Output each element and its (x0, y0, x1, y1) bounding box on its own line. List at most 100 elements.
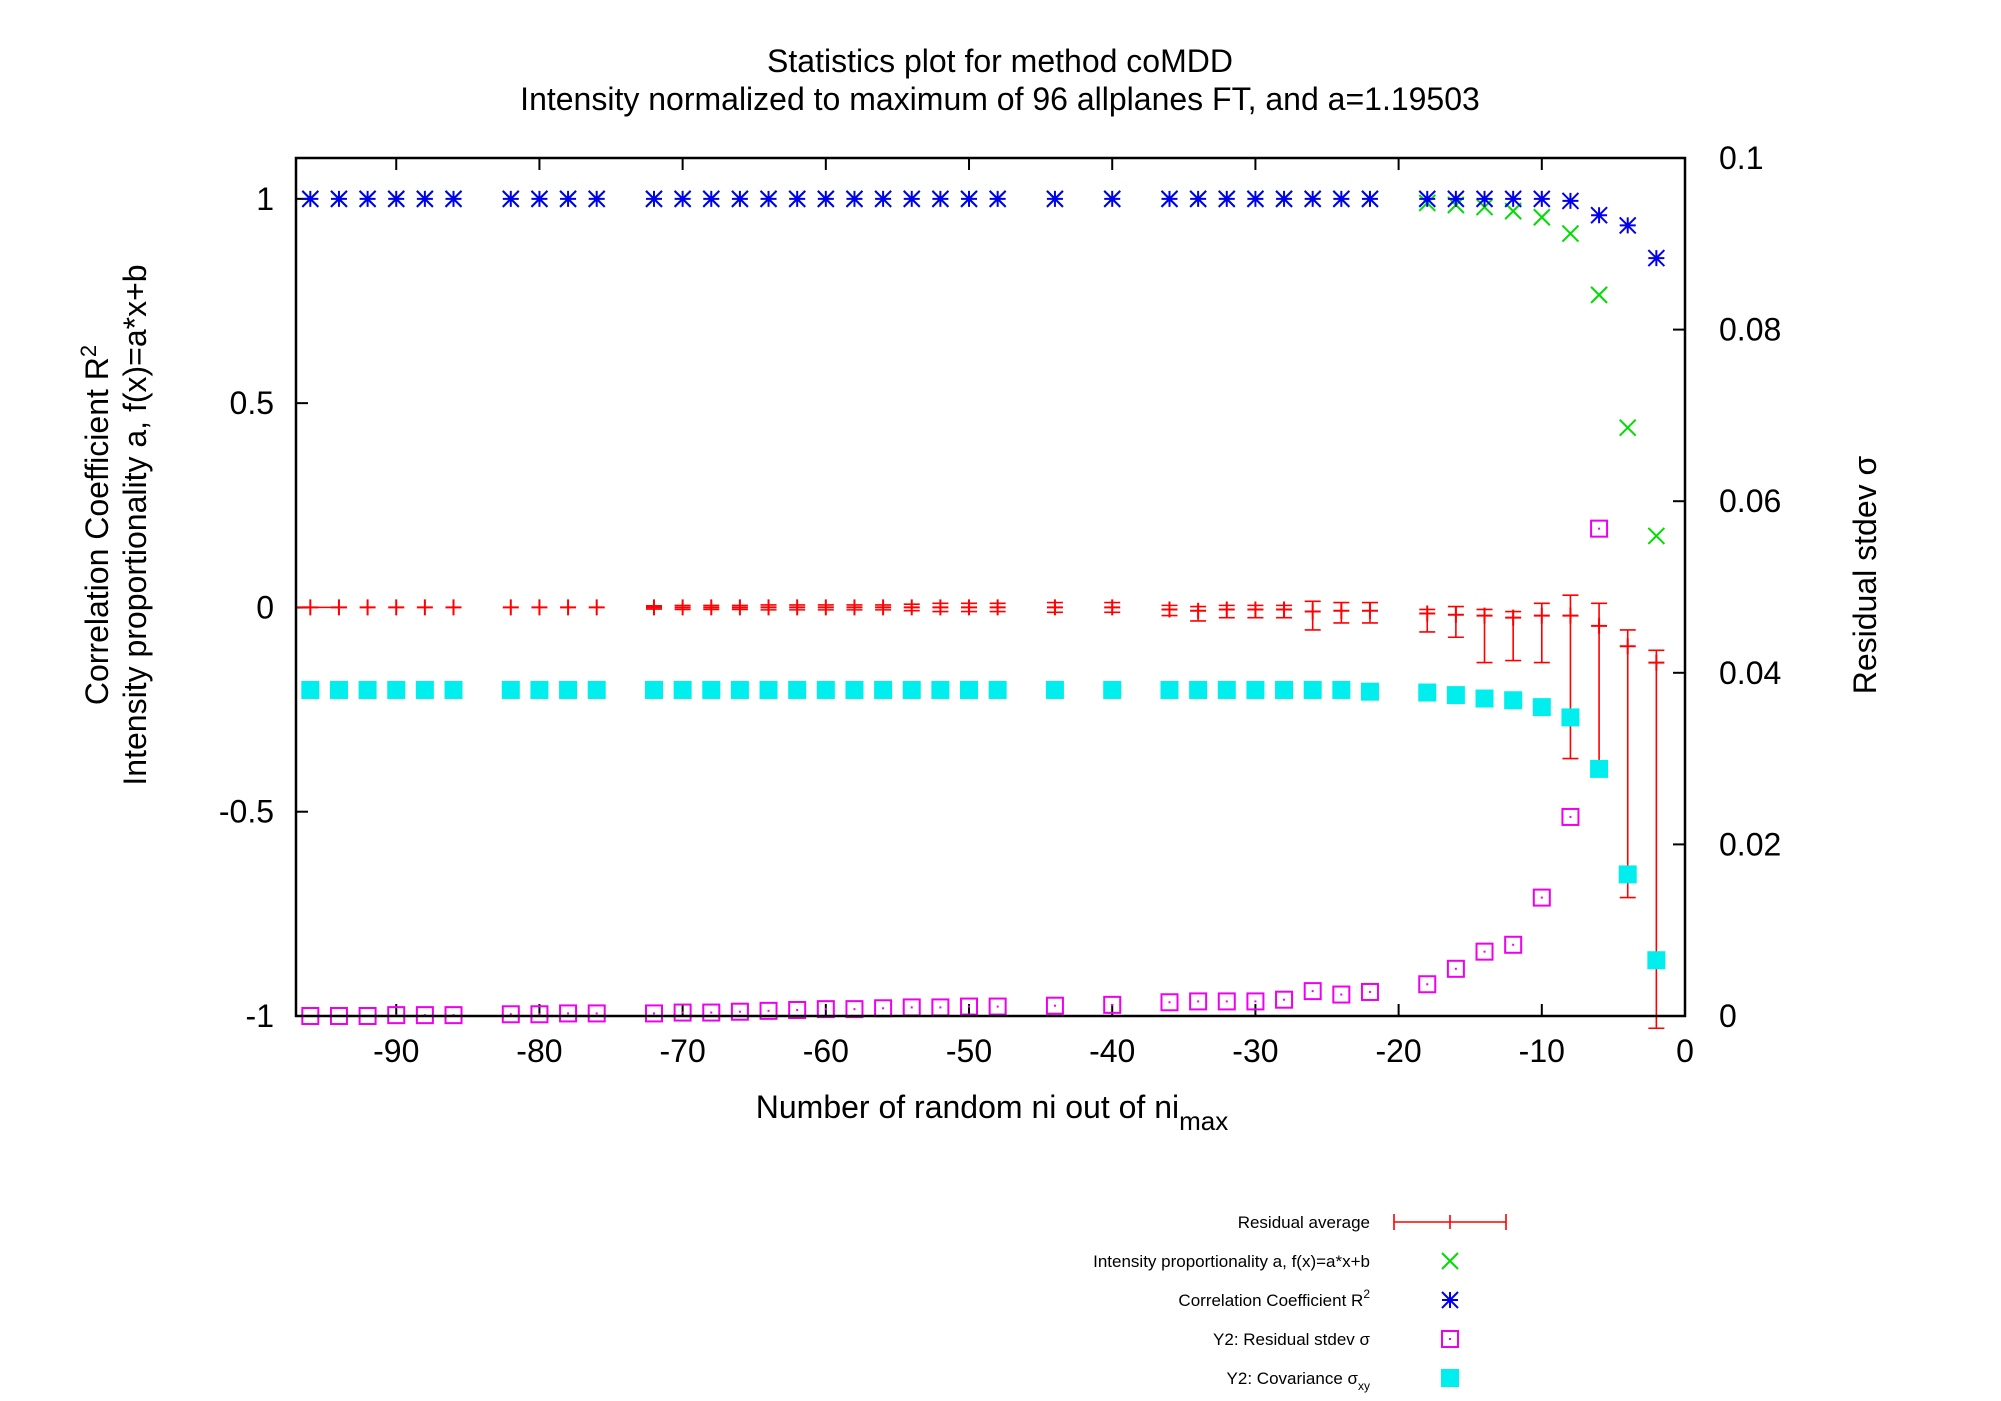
data-point-box (960, 997, 979, 1016)
x-tick-label: -80 (516, 1033, 562, 1069)
legend-label-main: Y2: Residual stdev σ (1213, 1330, 1370, 1349)
data-point-box (1303, 982, 1322, 1001)
data-point-box (1332, 985, 1351, 1004)
data-point (760, 599, 777, 616)
data-point (1332, 190, 1351, 208)
data-point (1446, 959, 1465, 978)
data-point (645, 599, 662, 616)
data-point (1104, 599, 1121, 616)
legend-entry: Intensity proportionality a, f(x)=a*x+b (1093, 1252, 1459, 1271)
data-point (444, 680, 463, 699)
data-point (960, 680, 979, 699)
data-point (960, 190, 978, 208)
data-point (731, 190, 749, 208)
y-axis-label-line2: Intensity proportionality a, f(x)=a*x+b (117, 264, 153, 785)
data-point (1532, 698, 1551, 717)
y-tick-label: 0.5 (230, 385, 274, 421)
data-point (1590, 519, 1609, 538)
data-point (673, 680, 692, 699)
data-point (1304, 603, 1321, 620)
data-point-dot (1426, 983, 1429, 986)
chart-title-group: Statistics plot for method coMDD Intensi… (520, 43, 1480, 117)
data-point (1360, 982, 1379, 1001)
data-point (1562, 607, 1579, 624)
data-point (1647, 249, 1666, 267)
data-point (415, 680, 434, 699)
data-point (1275, 190, 1293, 208)
data-point (1303, 190, 1322, 208)
data-point (1591, 617, 1608, 634)
legend-label: Y2: Residual stdev σ (1213, 1330, 1370, 1349)
data-point (730, 1002, 749, 1021)
data-point (1418, 975, 1437, 994)
data-point (703, 599, 720, 616)
errorbar (1619, 629, 1636, 899)
data-point (1590, 286, 1608, 304)
data-point (1561, 807, 1580, 826)
data-point (559, 680, 578, 699)
y-axis-label-line1-main: Correlation Coefficient R (79, 357, 115, 705)
x-axis-label: Number of random ni out of nimax (756, 1089, 1228, 1136)
legend-sample (1393, 1214, 1507, 1230)
data-point (845, 1000, 864, 1019)
data-point (588, 599, 605, 616)
series-4 (301, 680, 1666, 970)
data-point (1504, 202, 1522, 220)
data-point (988, 680, 1007, 699)
data-point-dot (1254, 1000, 1257, 1003)
data-point-dot (710, 1011, 713, 1014)
data-point (501, 1005, 520, 1024)
data-point-box (1360, 982, 1379, 1001)
data-point (560, 599, 577, 616)
data-point (759, 1001, 778, 1020)
legend-sample (1441, 1291, 1459, 1309)
data-point-dot (968, 1005, 971, 1008)
data-point (588, 190, 606, 208)
data-point-box (1189, 992, 1208, 1011)
data-point (1046, 599, 1063, 616)
data-point-dot (681, 1011, 684, 1014)
data-point (903, 190, 921, 208)
data-point (731, 599, 748, 616)
legend-sample (1441, 1369, 1459, 1387)
data-point (702, 680, 721, 699)
data-point-box (587, 1004, 606, 1023)
data-point-box (1045, 996, 1064, 1015)
legend-label-main: Residual average (1238, 1213, 1370, 1232)
data-point (1418, 683, 1437, 702)
data-point (1246, 992, 1265, 1011)
y2-tick-label: 0.08 (1719, 312, 1781, 348)
data-point-box (1504, 935, 1523, 954)
x-tick-label: -70 (660, 1033, 706, 1069)
data-point-dot (796, 1008, 799, 1011)
data-point (1418, 190, 1436, 208)
data-point (788, 680, 807, 699)
chart-marks (296, 190, 1666, 1030)
data-point-box (1217, 992, 1236, 1011)
data-point (845, 680, 864, 699)
data-point (902, 998, 921, 1017)
data-point (1333, 602, 1350, 619)
legend-sample (1441, 1252, 1459, 1270)
data-point (1475, 198, 1494, 216)
data-point (1561, 224, 1580, 243)
data-point-dot (1512, 943, 1515, 946)
legend-label: Intensity proportionality a, f(x)=a*x+b (1093, 1252, 1370, 1271)
data-point (730, 680, 749, 699)
y-axis-label: Correlation Coefficient R2 Intensity pro… (76, 264, 153, 785)
x-tick-label: -30 (1232, 1033, 1278, 1069)
data-point (301, 190, 320, 208)
data-point (1045, 680, 1064, 699)
data-point (501, 680, 520, 699)
data-point (1647, 527, 1666, 545)
series-0 (296, 594, 1665, 1030)
data-point (1103, 680, 1122, 699)
x-axis-label-sub: max (1179, 1106, 1228, 1136)
data-point (502, 599, 519, 616)
data-point (702, 1003, 721, 1022)
legend-entry: Residual average (1238, 1213, 1507, 1232)
data-point (759, 680, 778, 699)
data-point (644, 680, 663, 699)
data-point (387, 680, 406, 699)
data-point (1504, 190, 1522, 208)
